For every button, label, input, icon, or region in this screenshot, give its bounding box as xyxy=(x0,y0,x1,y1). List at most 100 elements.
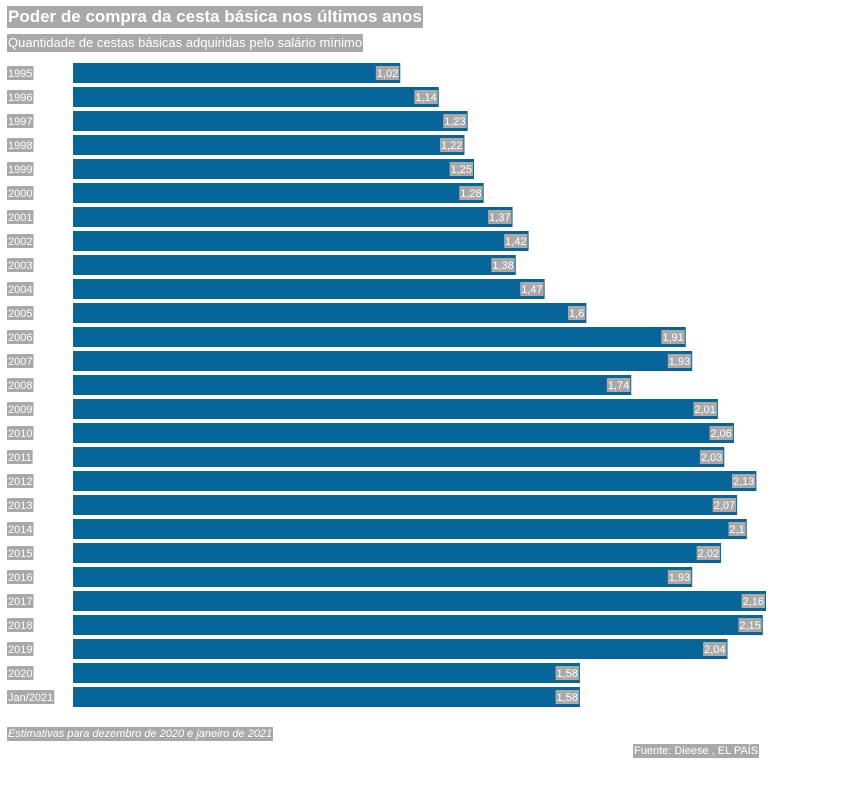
data-label-bg xyxy=(491,258,515,272)
data-label: 1,42 xyxy=(505,236,526,248)
category-label: 2017 xyxy=(8,596,32,608)
data-label: 1,93 xyxy=(669,572,690,584)
data-label: 2,07 xyxy=(714,500,735,512)
data-label-bg xyxy=(667,570,692,584)
data-label: 2,15 xyxy=(739,620,760,632)
data-label-bg xyxy=(555,690,579,704)
data-label: 1,91 xyxy=(662,332,683,344)
data-label: 1,23 xyxy=(444,116,465,128)
category-label-bg xyxy=(7,210,34,224)
data-label-bg xyxy=(731,474,756,488)
chart-title: Poder de compra da cesta básica nos últi… xyxy=(7,6,423,28)
bar xyxy=(73,231,529,251)
data-label: 1,38 xyxy=(492,260,513,272)
bar xyxy=(73,447,725,467)
bar xyxy=(73,111,468,131)
data-label: 2,01 xyxy=(694,404,715,416)
data-label-bg xyxy=(696,546,721,560)
bar xyxy=(73,183,484,203)
category-label: 2009 xyxy=(8,404,32,416)
category-label-bg xyxy=(7,402,34,416)
data-label: 1,37 xyxy=(489,212,510,224)
category-label: 2006 xyxy=(8,332,32,344)
category-label: 2004 xyxy=(8,284,32,296)
bar xyxy=(73,543,722,563)
data-label: 2,13 xyxy=(733,476,754,488)
category-label-bg xyxy=(7,690,55,704)
bar xyxy=(73,567,693,587)
category-label: 2005 xyxy=(8,308,32,320)
data-label-bg xyxy=(703,642,727,656)
category-label-bg xyxy=(7,522,34,536)
data-label: 1,74 xyxy=(608,380,629,392)
data-label-bg xyxy=(520,282,544,296)
data-label: 2,1 xyxy=(729,524,744,536)
data-label-bg xyxy=(728,522,746,536)
category-label-bg xyxy=(7,234,34,248)
category-label: 2011 xyxy=(8,452,32,464)
data-label: 2,03 xyxy=(701,452,722,464)
data-label: 2,06 xyxy=(710,428,731,440)
category-label: 2010 xyxy=(8,428,32,440)
data-label: 1,14 xyxy=(415,92,436,104)
data-label-bg xyxy=(709,426,733,440)
category-label-bg xyxy=(7,306,34,320)
category-label-bg xyxy=(7,66,34,80)
category-label: 2015 xyxy=(8,548,32,560)
bar xyxy=(73,207,513,227)
category-label: 2007 xyxy=(8,356,32,368)
data-label: 1,6 xyxy=(569,308,584,320)
bar xyxy=(73,663,580,683)
category-label: 1996 xyxy=(8,92,32,104)
category-label-bg xyxy=(7,570,34,584)
category-label-bg xyxy=(7,666,34,680)
data-label: 2,04 xyxy=(704,644,725,656)
bar xyxy=(73,615,763,635)
data-label-bg xyxy=(459,186,483,200)
category-label: 2018 xyxy=(8,620,32,632)
data-label-bg xyxy=(568,306,586,320)
bar xyxy=(73,495,738,515)
category-label-bg xyxy=(7,498,34,512)
bar xyxy=(73,399,718,419)
category-label-bg xyxy=(7,114,34,128)
category-label: 2000 xyxy=(8,188,32,200)
category-label-bg xyxy=(7,450,33,464)
bar-chart: 1,02 1995 1,14 1996 1,23 1997 1,22 1998 1,25 1999… xyxy=(7,63,766,707)
data-label-bg xyxy=(443,114,467,128)
data-label-bg xyxy=(667,354,692,368)
category-label-bg xyxy=(7,162,34,176)
category-label-bg xyxy=(7,426,34,440)
data-label: 1,47 xyxy=(521,284,542,296)
bar xyxy=(73,471,757,491)
bar xyxy=(73,519,747,539)
data-label-bg xyxy=(661,330,685,344)
category-label: 2016 xyxy=(8,572,32,584)
bar xyxy=(73,639,728,659)
category-label-bg xyxy=(7,330,34,344)
data-label-bg xyxy=(439,138,464,152)
category-label: 2013 xyxy=(8,500,32,512)
data-label: 1,58 xyxy=(556,692,577,704)
data-label-bg xyxy=(699,450,724,464)
data-label-bg xyxy=(449,162,474,176)
category-label: 1998 xyxy=(8,140,32,152)
data-label: 1,28 xyxy=(460,188,481,200)
category-label: 1999 xyxy=(8,164,32,176)
data-label: 1,02 xyxy=(377,68,398,80)
bar xyxy=(73,423,734,443)
data-label-bg xyxy=(606,378,631,392)
bar xyxy=(73,351,693,371)
bar xyxy=(73,87,439,107)
category-label-bg xyxy=(7,642,34,656)
chart-subtitle: Quantidade de cestas básicas adquiridas … xyxy=(7,34,364,52)
data-label-bg xyxy=(488,210,512,224)
bar xyxy=(73,375,632,395)
bar xyxy=(73,327,686,347)
bar xyxy=(73,591,766,611)
category-label: 1997 xyxy=(8,116,32,128)
footnote: Estimativas para dezembro de 2020 e jane… xyxy=(7,727,274,741)
category-label-bg xyxy=(7,258,34,272)
category-label: 2019 xyxy=(8,644,32,656)
category-label-bg xyxy=(7,90,34,104)
